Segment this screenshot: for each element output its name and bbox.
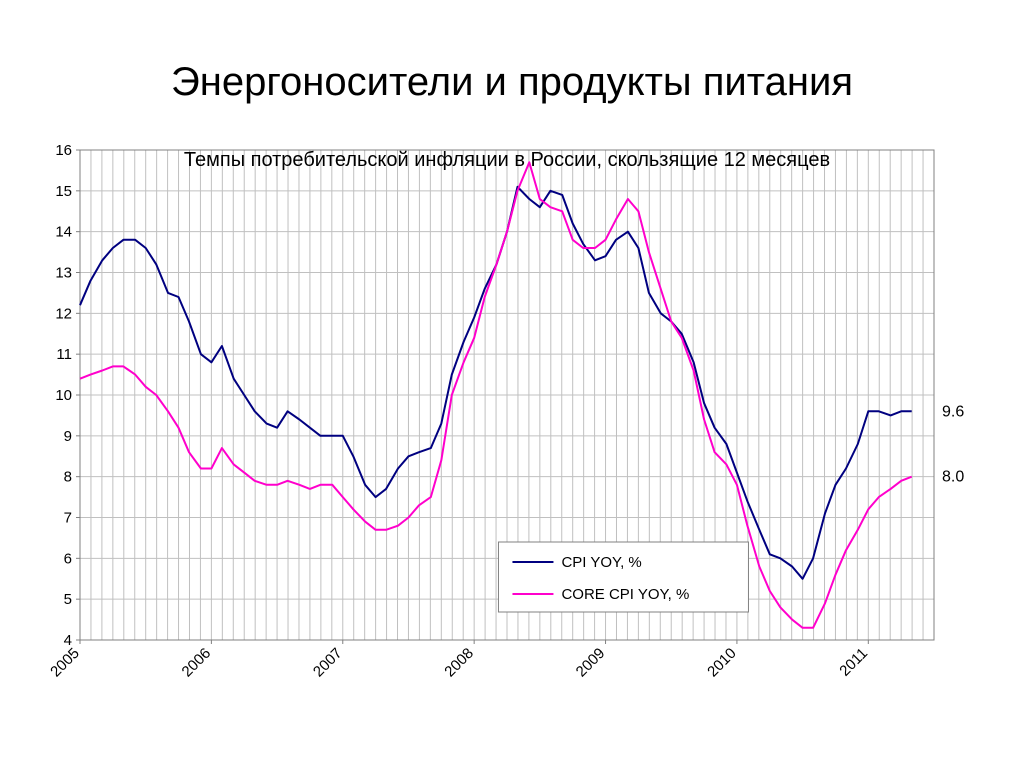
svg-text:9: 9 [64,428,72,445]
chart-container: 4567891011121314151620052006200720082009… [35,140,989,700]
series-end-label: 9.6 [942,403,964,420]
svg-text:7: 7 [64,510,72,527]
legend-label: CPI YOY, % [561,554,641,571]
svg-text:12: 12 [55,305,72,322]
svg-text:15: 15 [55,183,72,200]
svg-text:13: 13 [55,265,72,282]
svg-text:16: 16 [55,142,72,159]
chart-subtitle: Темпы потребительской инфляции в России,… [184,149,830,171]
svg-text:5: 5 [64,591,72,608]
svg-text:14: 14 [55,224,72,241]
line-chart: 4567891011121314151620052006200720082009… [35,140,989,700]
legend-label: CORE CPI YOY, % [561,586,689,603]
svg-text:11: 11 [56,346,72,363]
svg-text:8: 8 [64,469,72,486]
series-end-label: 8.0 [942,469,964,486]
slide-title: Энергоносители и продукты питания [0,60,1024,105]
svg-text:6: 6 [64,550,72,567]
svg-text:10: 10 [55,387,72,404]
